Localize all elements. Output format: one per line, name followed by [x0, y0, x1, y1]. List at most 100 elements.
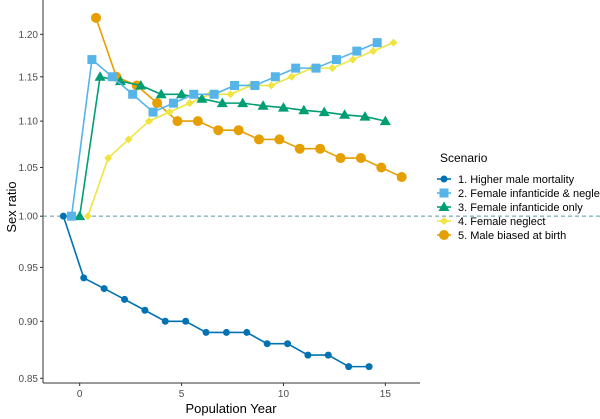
data-point	[277, 102, 289, 112]
data-point	[213, 125, 224, 136]
data-point	[379, 115, 391, 126]
data-point	[365, 363, 373, 371]
legend-label: 5. Male biased at birth	[458, 230, 566, 242]
x-tick-label: 15	[380, 389, 392, 400]
data-point	[182, 317, 190, 325]
data-point	[74, 210, 86, 221]
legend-title: Scenario	[440, 151, 488, 165]
legend-item-1: 1. Higher male mortality	[437, 174, 575, 186]
data-point	[185, 99, 194, 108]
series-2	[67, 38, 382, 221]
data-point	[141, 306, 149, 314]
data-point	[291, 63, 301, 73]
legend-marker	[439, 188, 449, 198]
legend-label: 2. Female infanticide & neglect	[458, 188, 600, 200]
data-point	[222, 328, 230, 336]
data-point	[155, 88, 167, 99]
data-point	[389, 38, 398, 47]
data-point	[254, 134, 265, 145]
data-point	[250, 80, 260, 90]
data-point	[202, 328, 210, 336]
data-point	[348, 55, 357, 64]
x-tick-label: 10	[278, 389, 290, 400]
data-point	[318, 106, 330, 117]
data-point	[315, 143, 326, 154]
data-point	[324, 351, 332, 359]
data-point	[114, 75, 126, 86]
data-point	[298, 104, 310, 115]
data-point	[233, 125, 244, 136]
data-point	[263, 340, 271, 348]
legend-label: 4. Female neglect	[458, 216, 545, 228]
legend: Scenario 1. Higher male mortality 2. Fema…	[437, 151, 600, 242]
data-point	[331, 55, 341, 65]
x-tick-label: 0	[77, 389, 83, 400]
data-point	[121, 295, 129, 303]
plot-area: 0.85 0.90 0.95 1.00 1.05 1.10 1.15 1.20 0 5 10 15	[19, 0, 600, 400]
data-point	[67, 211, 77, 221]
y-tick-label: 1.15	[19, 72, 39, 83]
data-point	[284, 340, 292, 348]
series-line	[62, 215, 370, 368]
data-point	[152, 98, 163, 109]
data-point	[287, 72, 296, 81]
y-tick-label: 1.00	[19, 212, 39, 223]
data-point	[128, 89, 138, 99]
data-point	[345, 363, 353, 371]
data-point	[161, 317, 169, 325]
data-point	[230, 80, 240, 90]
data-point	[135, 79, 147, 90]
data-point	[267, 81, 276, 90]
data-point	[237, 97, 249, 108]
data-point	[90, 12, 101, 23]
data-point	[209, 89, 219, 99]
legend-item-2: 2. Female infanticide & neglect	[437, 188, 600, 200]
series-3	[74, 71, 391, 221]
data-point	[352, 46, 362, 56]
data-point	[176, 88, 188, 99]
data-point	[94, 71, 106, 81]
y-axis-label: Sex ratio	[4, 181, 19, 232]
legend-item-5: 5. Male biased at birth	[437, 230, 566, 242]
data-point	[124, 135, 133, 144]
y-tick-label: 0.95	[19, 263, 39, 274]
data-point	[107, 72, 117, 82]
data-point	[192, 116, 203, 127]
data-point	[372, 38, 382, 48]
legend-label: 3. Female infanticide only	[458, 202, 583, 214]
series-1	[59, 212, 373, 371]
legend-marker	[438, 201, 450, 211]
data-point	[196, 93, 208, 103]
data-point	[87, 55, 97, 65]
data-point	[311, 63, 321, 73]
series-line	[78, 75, 386, 217]
data-point	[270, 72, 280, 82]
y-tick-label: 1.10	[19, 117, 39, 128]
series-line	[70, 41, 378, 217]
legend-item-4: 4. Female neglect	[437, 216, 545, 228]
data-point	[257, 100, 269, 110]
y-tick-label: 1.05	[19, 163, 39, 174]
data-point	[274, 134, 285, 145]
series-5	[90, 12, 407, 183]
data-point	[104, 154, 113, 163]
data-point	[339, 109, 351, 119]
data-point	[359, 111, 371, 121]
series-line	[87, 41, 394, 217]
data-point	[328, 64, 337, 73]
data-point	[335, 153, 346, 164]
x-tick-label: 5	[179, 389, 185, 400]
data-point	[168, 98, 178, 108]
data-point	[304, 351, 312, 359]
y-tick-label: 1.20	[19, 30, 39, 41]
x-axis-label: Population Year	[185, 401, 277, 416]
data-point	[80, 274, 88, 282]
data-point	[59, 212, 67, 220]
data-point	[355, 153, 366, 164]
data-point	[376, 162, 387, 173]
legend-label: 1. Higher male mortality	[458, 174, 575, 186]
data-point	[144, 117, 153, 126]
y-tick-label: 0.90	[19, 317, 39, 328]
data-point	[369, 47, 378, 56]
